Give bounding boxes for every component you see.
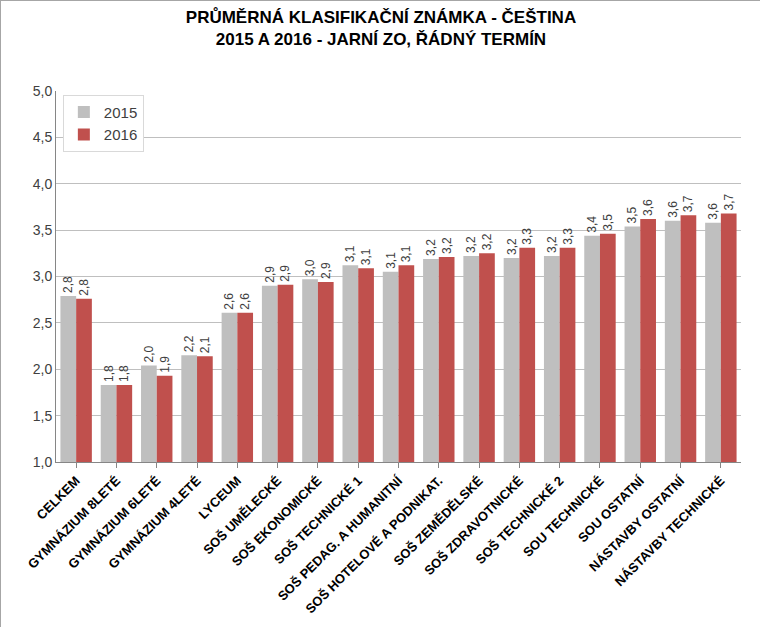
- svg-text:1,5: 1,5: [33, 408, 53, 424]
- svg-text:3,1: 3,1: [343, 245, 357, 262]
- svg-text:GYMNÁZIUM 4LETÉ: GYMNÁZIUM 4LETÉ: [105, 473, 204, 572]
- svg-text:NÁSTAVBY OSTATNÍ: NÁSTAVBY OSTATNÍ: [586, 473, 687, 574]
- svg-text:3,4: 3,4: [585, 216, 599, 233]
- svg-text:SOŠ TECHNICKÉ 1: SOŠ TECHNICKÉ 1: [271, 473, 365, 567]
- svg-text:2,8: 2,8: [77, 279, 91, 296]
- svg-text:2,9: 2,9: [319, 262, 333, 279]
- svg-text:3,6: 3,6: [706, 203, 720, 220]
- svg-text:SOU OSTATNÍ: SOU OSTATNÍ: [575, 473, 647, 545]
- svg-text:4,0: 4,0: [33, 176, 53, 192]
- svg-text:1,9: 1,9: [158, 356, 172, 373]
- svg-text:3,3: 3,3: [561, 228, 575, 245]
- svg-text:3,5: 3,5: [33, 222, 53, 238]
- svg-text:NÁSTAVBY TECHNICKÉ: NÁSTAVBY TECHNICKÉ: [612, 473, 728, 589]
- svg-text:2015: 2015: [104, 104, 137, 121]
- svg-text:3,1: 3,1: [384, 252, 398, 269]
- svg-text:SOŠ TECHNICKÉ 2: SOŠ TECHNICKÉ 2: [473, 473, 567, 567]
- svg-text:3,2: 3,2: [505, 238, 519, 255]
- svg-text:SOŠ HOTELOVÉ A PODNIKAT.: SOŠ HOTELOVÉ A PODNIKAT.: [302, 473, 445, 616]
- svg-text:3,7: 3,7: [722, 193, 736, 210]
- svg-text:2,8: 2,8: [61, 276, 75, 293]
- svg-text:3,2: 3,2: [480, 233, 494, 250]
- svg-text:2,6: 2,6: [222, 293, 236, 310]
- svg-text:3,5: 3,5: [601, 214, 615, 231]
- svg-text:2,0: 2,0: [33, 361, 53, 377]
- svg-text:3,6: 3,6: [641, 199, 655, 216]
- svg-text:2,5: 2,5: [33, 315, 53, 331]
- svg-text:3,1: 3,1: [399, 245, 413, 262]
- svg-text:PRŮMĚRNÁ KLASIFIKAČNÍ ZNÁMKA -: PRŮMĚRNÁ KLASIFIKAČNÍ ZNÁMKA - ČEŠTINA20…: [186, 7, 576, 49]
- svg-text:SOŠ ZEMĚDĚLSKÉ: SOŠ ZEMĚDĚLSKÉ: [390, 473, 486, 569]
- svg-text:3,0: 3,0: [303, 259, 317, 276]
- svg-text:GYMNÁZIUM 8LETÉ: GYMNÁZIUM 8LETÉ: [25, 473, 124, 572]
- svg-text:3,2: 3,2: [424, 239, 438, 256]
- svg-text:5,0: 5,0: [33, 83, 53, 99]
- svg-text:4,5: 4,5: [33, 129, 53, 145]
- svg-text:3,0: 3,0: [33, 268, 53, 284]
- svg-text:3,2: 3,2: [464, 236, 478, 253]
- svg-text:SOŠ UMĚLECKÉ: SOŠ UMĚLECKÉ: [200, 473, 284, 557]
- svg-text:2,9: 2,9: [263, 266, 277, 283]
- svg-text:SOŠ EKONOMICKÉ: SOŠ EKONOMICKÉ: [229, 473, 325, 569]
- svg-text:SOU TECHNICKÉ: SOU TECHNICKÉ: [520, 473, 607, 560]
- svg-text:3,2: 3,2: [440, 237, 454, 254]
- svg-text:3,2: 3,2: [545, 236, 559, 253]
- svg-text:2,6: 2,6: [238, 293, 252, 310]
- svg-text:LYCEUM: LYCEUM: [195, 473, 244, 522]
- svg-text:1,0: 1,0: [33, 454, 53, 470]
- svg-text:1,8: 1,8: [102, 365, 116, 382]
- svg-text:1,8: 1,8: [117, 365, 131, 382]
- svg-text:2,1: 2,1: [198, 336, 212, 353]
- svg-text:2,2: 2,2: [182, 335, 196, 352]
- svg-text:CELKEM: CELKEM: [33, 473, 82, 522]
- svg-text:3,1: 3,1: [359, 248, 373, 265]
- svg-text:3,5: 3,5: [625, 206, 639, 223]
- svg-text:GYMNÁZIUM 6LETÉ: GYMNÁZIUM 6LETÉ: [65, 473, 164, 572]
- svg-text:2016: 2016: [104, 126, 137, 143]
- svg-text:2,0: 2,0: [142, 346, 156, 363]
- svg-text:SOŠ ZDRAVOTNICKÉ: SOŠ ZDRAVOTNICKÉ: [421, 473, 526, 578]
- svg-text:3,6: 3,6: [666, 201, 680, 218]
- svg-text:3,3: 3,3: [520, 228, 534, 245]
- svg-text:2,9: 2,9: [278, 265, 292, 282]
- svg-text:SOŠ PEDAG. A HUMANITNÍ: SOŠ PEDAG. A HUMANITNÍ: [275, 473, 406, 604]
- svg-text:3,7: 3,7: [681, 195, 695, 212]
